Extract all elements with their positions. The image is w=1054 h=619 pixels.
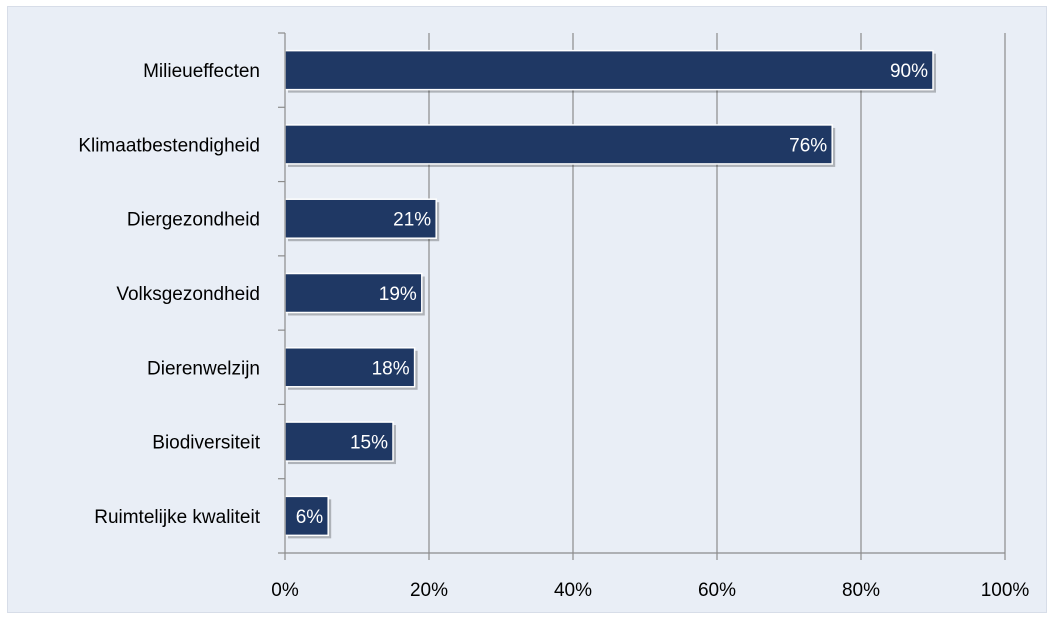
x-tick-label: 0%: [271, 580, 299, 601]
category-label: Biodiversiteit: [152, 433, 260, 454]
bar: [285, 125, 832, 164]
data-label: 19%: [379, 284, 417, 305]
category-label: Milieueffecten: [143, 61, 260, 82]
data-label: 21%: [393, 210, 431, 231]
category-label: Klimaatbestendigheid: [78, 135, 260, 156]
x-tick-label: 60%: [698, 580, 736, 601]
x-tick-label: 20%: [410, 580, 448, 601]
category-label: Diergezondheid: [127, 210, 260, 231]
x-tick-label: 40%: [554, 580, 592, 601]
bar: [285, 51, 933, 90]
category-label: Ruimtelijke kwaliteit: [94, 507, 260, 528]
x-tick-label: 100%: [981, 580, 1030, 601]
x-tick-label: 80%: [842, 580, 880, 601]
category-label: Dierenwelzijn: [147, 358, 260, 379]
data-label: 76%: [789, 135, 827, 156]
data-label: 6%: [296, 507, 324, 528]
data-label: 15%: [350, 433, 388, 454]
category-label: Volksgezondheid: [116, 284, 260, 305]
grid-lines: [429, 33, 1005, 553]
data-label: 90%: [890, 61, 928, 82]
data-label: 18%: [372, 358, 410, 379]
